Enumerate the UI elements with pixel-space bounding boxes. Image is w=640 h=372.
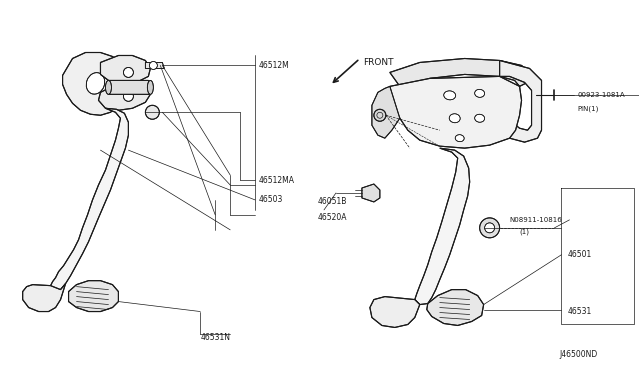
Polygon shape xyxy=(427,290,484,326)
Polygon shape xyxy=(99,55,150,110)
Ellipse shape xyxy=(449,114,460,123)
Circle shape xyxy=(124,67,133,77)
Circle shape xyxy=(124,92,133,101)
Circle shape xyxy=(102,64,109,73)
Text: 46051B: 46051B xyxy=(318,198,348,206)
Text: 46503: 46503 xyxy=(258,195,282,205)
Circle shape xyxy=(374,109,386,121)
Ellipse shape xyxy=(86,73,105,94)
Text: 46531N: 46531N xyxy=(200,333,230,342)
Polygon shape xyxy=(372,86,400,138)
Polygon shape xyxy=(390,58,529,90)
Text: 46520A: 46520A xyxy=(318,214,348,222)
Circle shape xyxy=(484,223,495,233)
Polygon shape xyxy=(500,61,541,142)
Circle shape xyxy=(149,61,157,70)
Text: 46531: 46531 xyxy=(568,307,592,316)
Polygon shape xyxy=(415,148,470,305)
Text: 00923-1081A: 00923-1081A xyxy=(577,92,625,98)
Circle shape xyxy=(145,105,159,119)
Polygon shape xyxy=(49,108,129,295)
Polygon shape xyxy=(362,184,380,202)
Polygon shape xyxy=(108,80,150,94)
Ellipse shape xyxy=(455,135,464,142)
Ellipse shape xyxy=(475,89,484,97)
Circle shape xyxy=(479,218,500,238)
Polygon shape xyxy=(68,280,118,311)
Text: 46512M: 46512M xyxy=(258,61,289,70)
Text: FRONT: FRONT xyxy=(363,58,394,67)
Ellipse shape xyxy=(444,91,456,100)
Polygon shape xyxy=(390,76,522,148)
Text: J46500ND: J46500ND xyxy=(559,350,598,359)
Polygon shape xyxy=(370,296,420,327)
Text: 46512MA: 46512MA xyxy=(258,176,294,185)
Polygon shape xyxy=(63,52,125,115)
Polygon shape xyxy=(22,283,65,311)
Text: (1): (1) xyxy=(520,228,529,235)
Text: PIN(1): PIN(1) xyxy=(577,105,599,112)
Ellipse shape xyxy=(475,114,484,122)
Ellipse shape xyxy=(106,80,111,94)
Text: N08911-10816: N08911-10816 xyxy=(509,217,563,223)
Ellipse shape xyxy=(147,80,154,94)
Text: 46501: 46501 xyxy=(568,250,592,259)
Polygon shape xyxy=(145,62,164,68)
